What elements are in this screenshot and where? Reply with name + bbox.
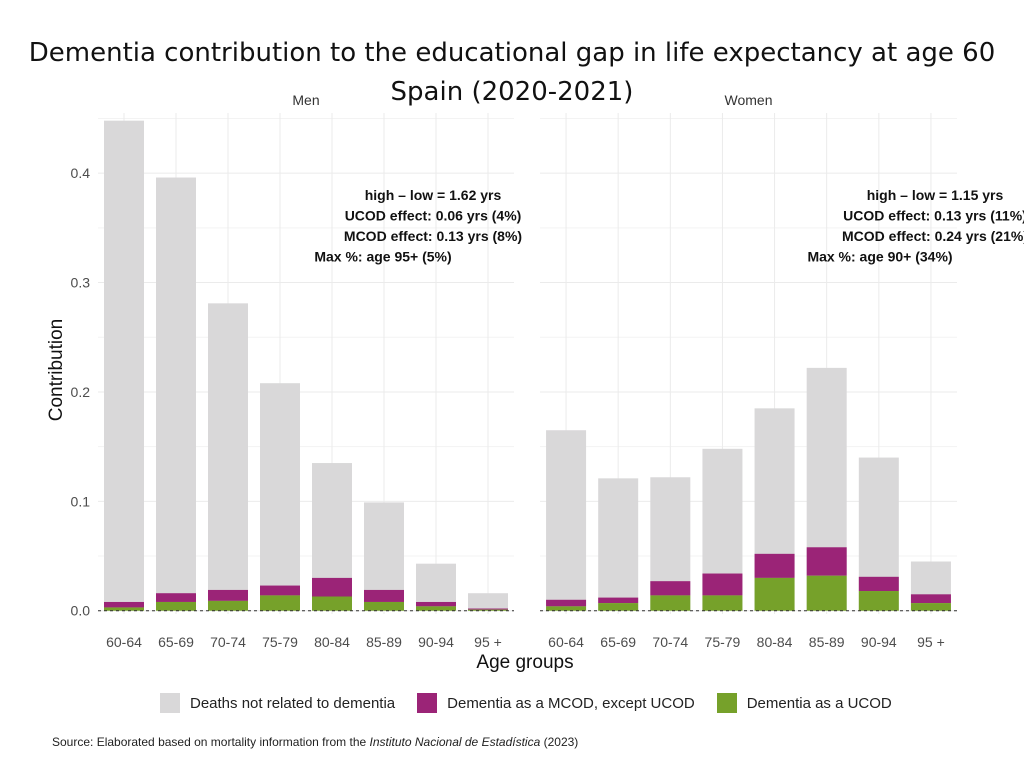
legend-item-ucod: Dementia as a UCOD: [716, 693, 892, 713]
panel-women-annotation: Max %: age 90+ (34%): [807, 249, 952, 265]
panel-men-bar-not-dementia: [468, 593, 508, 611]
chart-title-line-2: Spain (2020-2021): [390, 77, 634, 107]
panel-men-bar-ucod: [156, 601, 196, 611]
panel-women-xtick-label: 65-69: [600, 634, 636, 650]
ytick-label: 0.4: [71, 165, 91, 181]
panel-women-bar-mcod: [702, 573, 743, 596]
panel-men-bar-ucod: [364, 601, 404, 611]
panel-men-bar-mcod: [208, 589, 248, 601]
panel-men-xtick-label: 70-74: [210, 634, 246, 650]
panel-women-annotation: UCOD effect: 0.13 yrs (11%): [843, 208, 1024, 224]
panel-women-xtick-label: 60-64: [548, 634, 584, 650]
source-suffix: (2023): [540, 735, 579, 749]
panel-women-xtick-label: 95 +: [917, 634, 945, 650]
panel-men-bar-ucod: [468, 609, 508, 611]
panel-men-bar-not-dementia: [260, 383, 300, 611]
source-prefix: Source: Elaborated based on mortality in…: [52, 735, 370, 749]
panel-women-xtick-label: 90-94: [861, 634, 897, 650]
panel-men-xtick-label: 90-94: [418, 634, 454, 650]
panel-men-bar-mcod: [260, 585, 300, 596]
panel-women-bar-ucod: [702, 595, 743, 611]
panel-women-annotation: high – low = 1.15 yrs: [867, 187, 1004, 203]
panel-women-bar-ucod: [806, 575, 847, 611]
panel-women-bar-not-dementia: [598, 478, 639, 611]
ytick-label: 0.2: [71, 384, 91, 400]
y-axis-title: Contribution: [46, 319, 67, 421]
chart-title-line-1: Dementia contribution to the educational…: [28, 38, 996, 68]
panel-women-bar-ucod: [598, 603, 639, 611]
panel-women-bar-mcod: [910, 594, 951, 604]
legend-item-mcod: Dementia as a MCOD, except UCOD: [417, 693, 695, 713]
legend-label-ucod: Dementia as a UCOD: [746, 694, 892, 712]
panel-women-bar-ucod: [754, 577, 795, 611]
panel-women-bar-ucod: [546, 606, 587, 611]
panel-men-xtick-label: 60-64: [106, 634, 142, 650]
panel-women-bar-mcod: [858, 576, 899, 592]
legend-item-not-dementia: Deaths not related to dementia: [160, 693, 395, 713]
source-note: Source: Elaborated based on mortality in…: [52, 735, 578, 749]
panel-men-bar-ucod: [104, 607, 144, 611]
panel-men-bar-ucod: [416, 606, 456, 611]
panel-women-xtick-label: 70-74: [652, 634, 688, 650]
x-axis-title: Age groups: [476, 652, 573, 673]
panel-men-bar-mcod: [468, 608, 508, 610]
panel-women-xtick-label: 75-79: [705, 634, 741, 650]
panel-men-strip-label: Men: [292, 92, 319, 108]
panel-men-bar-ucod: [208, 600, 248, 611]
legend-key-mcod: [417, 693, 438, 713]
panel-women-bar-mcod: [546, 599, 587, 607]
panel-women-bar-mcod: [598, 597, 639, 604]
panel-men-bar-mcod: [104, 601, 144, 608]
panel-men-bar-not-dementia: [156, 177, 196, 611]
panel-men-annotation: Max %: age 95+ (5%): [314, 249, 451, 265]
panel-men-bar-mcod: [364, 589, 404, 602]
panel-women-annotation: MCOD effect: 0.24 yrs (21%): [842, 228, 1024, 244]
ytick-label: 0.1: [71, 493, 91, 509]
panel-men-xtick-label: 75-79: [262, 634, 298, 650]
panel-women-bar-mcod: [650, 581, 691, 596]
ytick-label: 0.3: [71, 275, 91, 291]
panel-men-bar-mcod: [416, 601, 456, 607]
panel-men-bar-ucod: [260, 595, 300, 611]
panel-men-bar-mcod: [156, 593, 196, 602]
panel-men-xtick-label: 85-89: [366, 634, 402, 650]
panel-women-bar-mcod: [754, 553, 795, 578]
panel-women-bar-not-dementia: [546, 430, 587, 611]
panel-men-annotation: MCOD effect: 0.13 yrs (8%): [344, 228, 522, 244]
legend: Deaths not related to dementia Dementia …: [160, 690, 914, 716]
panel-men-xtick-label: 80-84: [314, 634, 350, 650]
panel-men-xtick-label: 95 +: [474, 634, 502, 650]
panel-women-strip-label: Women: [725, 92, 773, 108]
panel-men-xtick-label: 65-69: [158, 634, 194, 650]
legend-label-mcod: Dementia as a MCOD, except UCOD: [447, 694, 695, 712]
panel-men-bar-ucod: [312, 596, 352, 611]
panel-women-xtick-label: 85-89: [809, 634, 845, 650]
panel-men-bar-not-dementia: [208, 303, 248, 611]
ytick-label: 0.0: [71, 603, 91, 619]
legend-label-not-dementia: Deaths not related to dementia: [190, 694, 396, 712]
panel-women-bar-ucod: [650, 595, 691, 611]
panel-women-bar-ucod: [910, 603, 951, 611]
panel-women-bar-ucod: [858, 591, 899, 611]
source-institution: Instituto Nacional de Estadística: [369, 735, 541, 749]
chart-title: Dementia contribution to the educational…: [0, 34, 1024, 112]
panel-men-annotation: UCOD effect: 0.06 yrs (4%): [345, 208, 522, 224]
panel-women-bar-mcod: [806, 547, 847, 576]
panel-men-bar-mcod: [312, 577, 352, 597]
legend-key-not-dementia: [160, 693, 180, 713]
panel-men-bar-not-dementia: [104, 120, 144, 611]
legend-key-ucod: [716, 693, 737, 713]
panel-women-xtick-label: 80-84: [757, 634, 793, 650]
panel-men-annotation: high – low = 1.62 yrs: [365, 187, 502, 203]
